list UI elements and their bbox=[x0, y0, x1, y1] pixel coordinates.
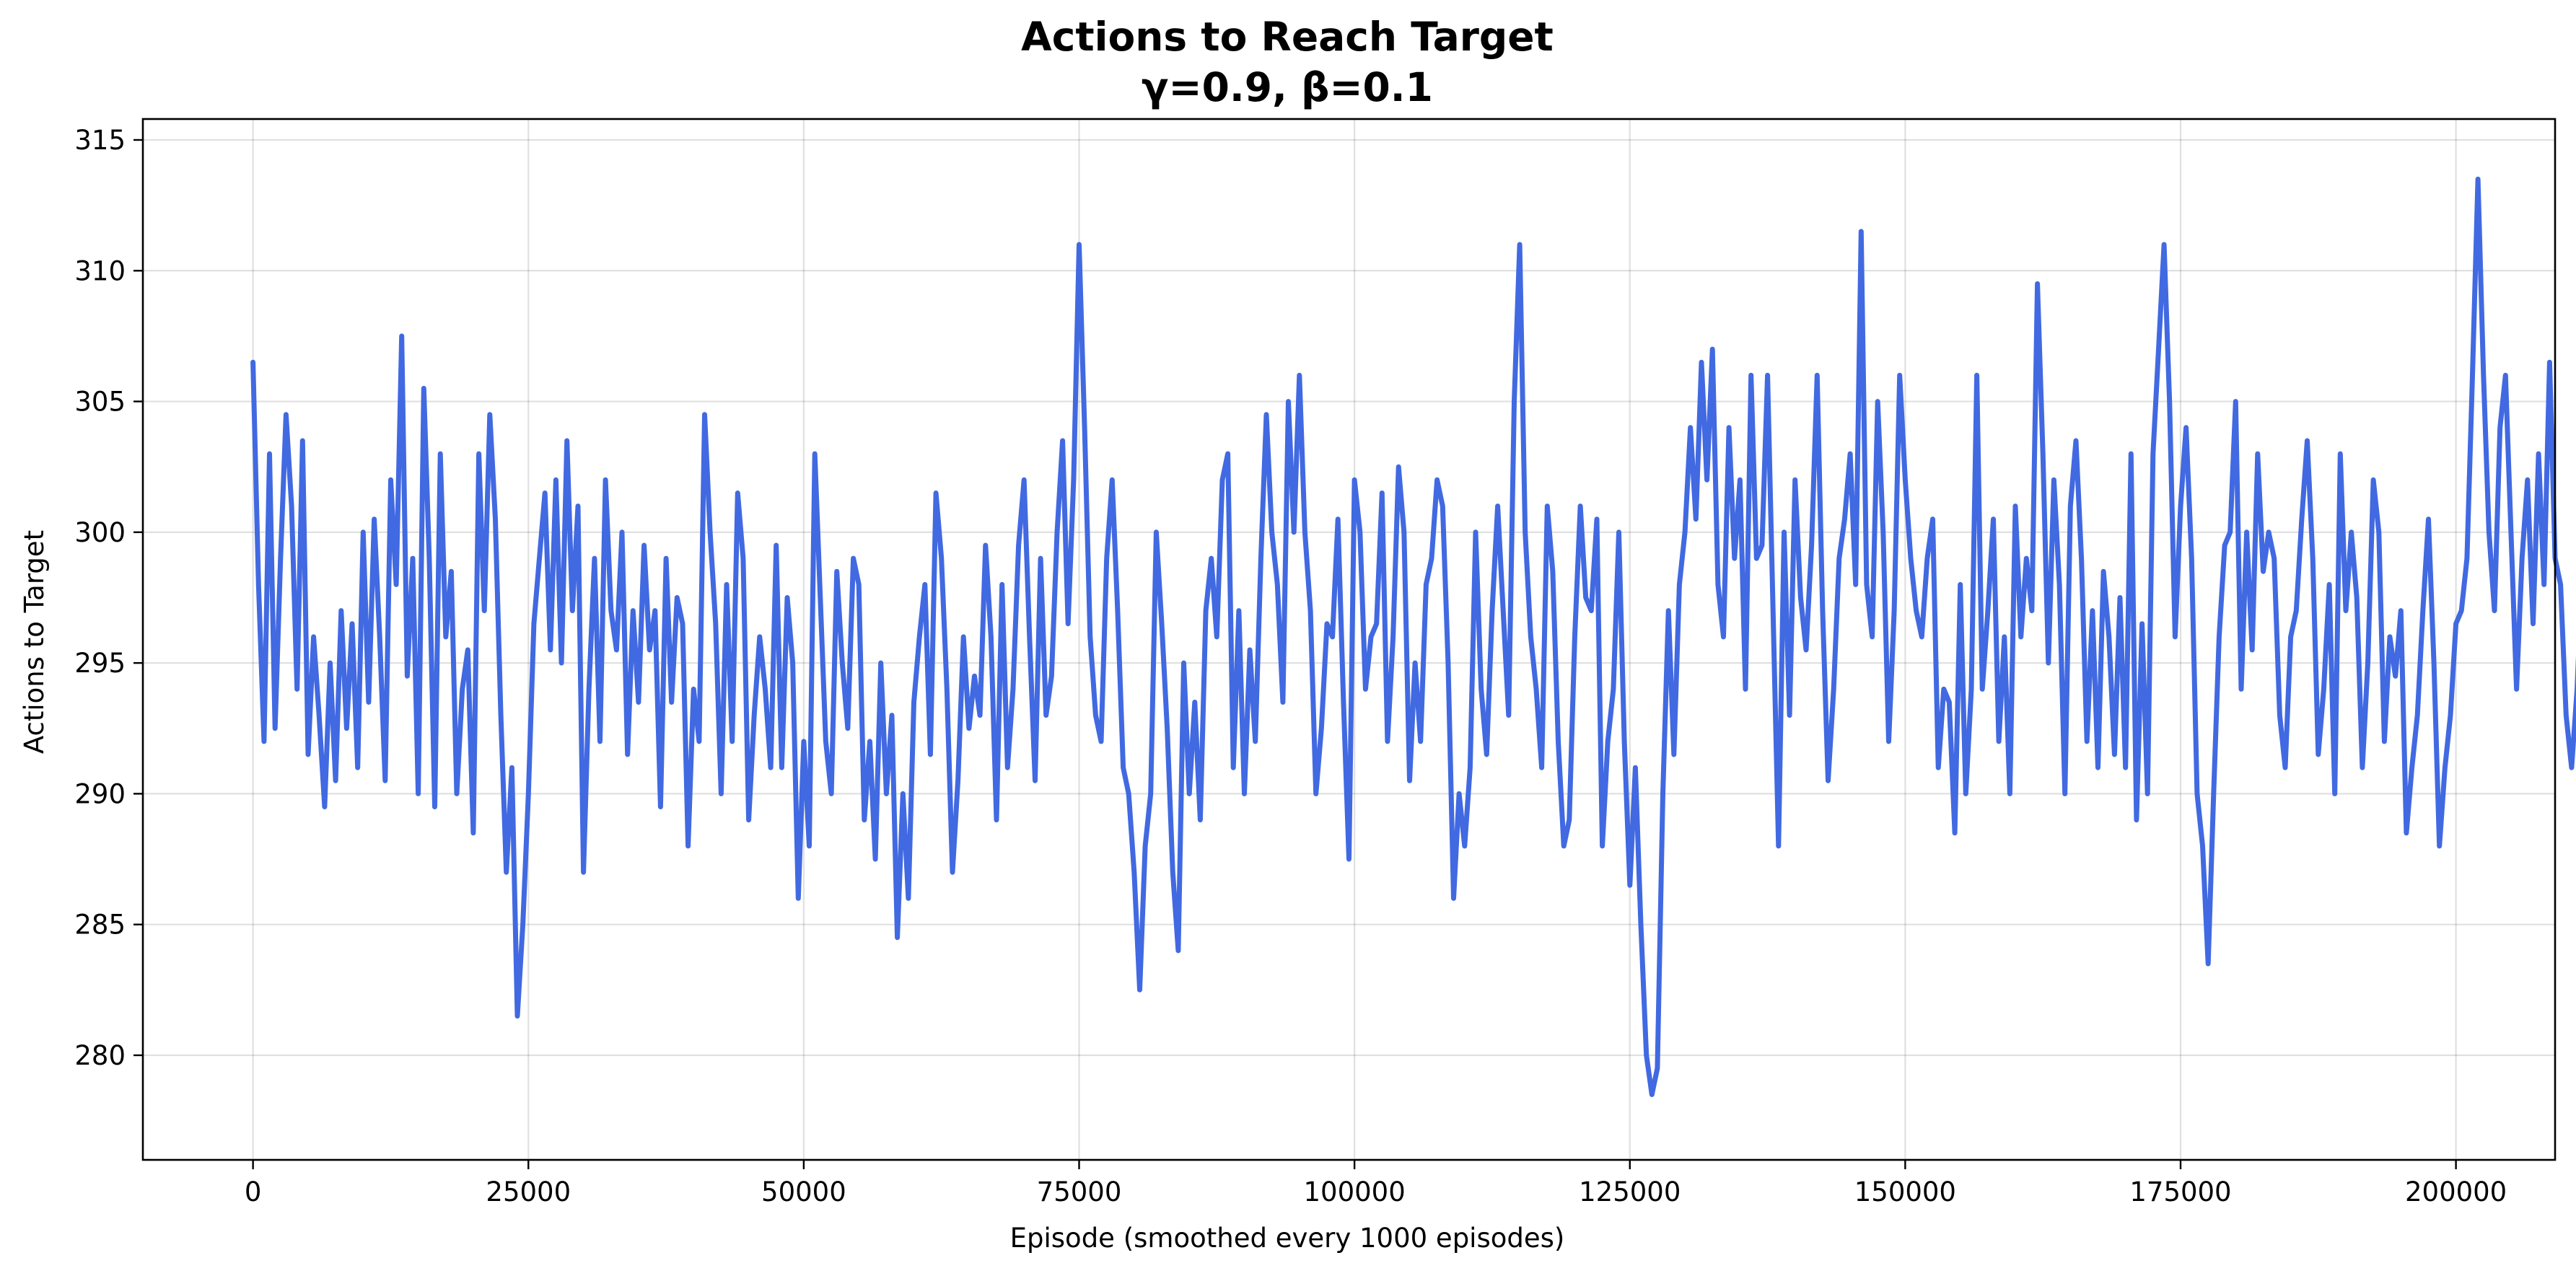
chart-title: Actions to Reach Target bbox=[1021, 14, 1554, 60]
y-tick-label: 295 bbox=[74, 648, 126, 679]
x-tick-label: 150000 bbox=[1854, 1176, 1956, 1207]
y-tick-label: 285 bbox=[74, 910, 126, 941]
y-tick-label: 310 bbox=[74, 255, 126, 286]
y-tick-label: 300 bbox=[74, 517, 126, 548]
x-tick-label: 200000 bbox=[2405, 1176, 2507, 1207]
x-tick-label: 25000 bbox=[486, 1176, 571, 1207]
y-axis-label: Actions to Target bbox=[19, 530, 50, 754]
x-axis-label: Episode (smoothed every 1000 episodes) bbox=[1010, 1223, 1565, 1254]
x-tick-label: 125000 bbox=[1579, 1176, 1681, 1207]
series-line bbox=[250, 176, 2576, 1097]
plot-frame bbox=[141, 118, 2557, 1161]
y-tick-label: 315 bbox=[74, 125, 126, 156]
x-tick-label: 175000 bbox=[2129, 1176, 2231, 1207]
series-layer bbox=[250, 176, 2576, 1097]
x-tick-label: 50000 bbox=[761, 1176, 846, 1207]
chart-subtitle: γ=0.9, β=0.1 bbox=[1142, 64, 1433, 110]
x-tick-label: 100000 bbox=[1304, 1176, 1406, 1207]
x-tick-label: 0 bbox=[245, 1176, 262, 1207]
grid-lines bbox=[143, 119, 2555, 1160]
x-tick-label: 75000 bbox=[1037, 1176, 1122, 1207]
y-tick-label: 290 bbox=[74, 778, 126, 809]
y-tick-label: 305 bbox=[74, 387, 126, 418]
y-tick-label: 280 bbox=[74, 1040, 126, 1071]
axis-ticks: 0 25000 50000 75000 100000 125000 150000 175000… bbox=[74, 125, 2507, 1207]
